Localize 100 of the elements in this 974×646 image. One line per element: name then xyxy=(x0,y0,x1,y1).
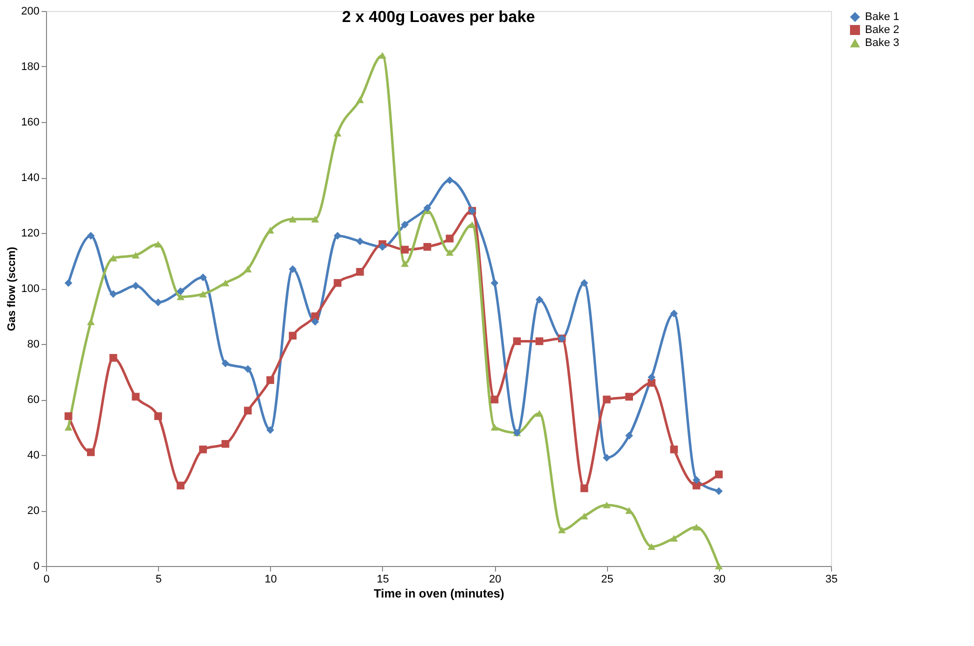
y-tick-label: 80 xyxy=(27,338,40,350)
point xyxy=(558,526,566,534)
point xyxy=(176,287,184,296)
point xyxy=(714,487,723,495)
point xyxy=(602,502,611,508)
point xyxy=(222,440,230,448)
legend-label: Bake 3 xyxy=(865,37,900,49)
x-tick-label: 20 xyxy=(488,574,502,586)
point xyxy=(176,482,184,490)
point xyxy=(154,298,162,306)
x-tick-label: 15 xyxy=(376,574,390,586)
point xyxy=(692,476,700,484)
point xyxy=(356,268,364,276)
point xyxy=(64,412,72,420)
point xyxy=(648,373,656,382)
point xyxy=(311,318,320,326)
y-tick-label: 120 xyxy=(21,228,40,240)
point xyxy=(132,282,140,290)
point xyxy=(625,432,634,440)
point xyxy=(648,378,656,387)
point xyxy=(400,246,409,254)
y-tick-label: 180 xyxy=(21,61,40,73)
point xyxy=(490,424,498,431)
point xyxy=(86,232,95,240)
point xyxy=(222,360,230,368)
point xyxy=(132,252,140,259)
point xyxy=(468,221,476,228)
point xyxy=(400,260,409,267)
point xyxy=(670,534,678,542)
point xyxy=(490,396,498,404)
x-tick-label: 25 xyxy=(601,574,614,586)
point xyxy=(244,365,252,373)
point xyxy=(109,354,118,362)
point xyxy=(670,310,678,318)
point xyxy=(602,396,611,404)
legend-label: Bake 1 xyxy=(865,11,900,23)
point xyxy=(536,296,544,304)
point xyxy=(222,280,230,286)
y-tick-label: 20 xyxy=(27,505,40,517)
point xyxy=(199,274,207,282)
point xyxy=(625,392,634,401)
x-tick-label: 35 xyxy=(825,574,838,586)
point xyxy=(446,176,454,184)
point xyxy=(266,426,274,434)
point xyxy=(64,424,72,431)
point xyxy=(378,52,386,59)
point xyxy=(602,454,611,462)
x-axis-title: Time in oven (minutes) xyxy=(374,586,504,600)
y-axis-title: Gas flow (sccm) xyxy=(6,246,18,332)
point xyxy=(356,237,364,246)
point xyxy=(692,482,700,490)
point xyxy=(423,243,432,251)
point xyxy=(244,406,252,414)
point xyxy=(580,484,588,492)
y-tick-label: 100 xyxy=(21,283,40,295)
legend-label: Bake 2 xyxy=(865,24,900,36)
point xyxy=(692,524,700,531)
y-tick-label: 0 xyxy=(33,560,40,572)
point xyxy=(714,562,723,570)
point xyxy=(288,216,297,222)
y-tick-label: 40 xyxy=(27,450,40,462)
point xyxy=(288,265,297,273)
point xyxy=(714,470,723,478)
point xyxy=(648,543,656,550)
point xyxy=(288,332,297,340)
point xyxy=(536,410,544,417)
point xyxy=(199,290,207,298)
point xyxy=(64,279,72,287)
x-tick-label: 0 xyxy=(43,574,50,586)
x-tick-label: 30 xyxy=(713,574,726,586)
x-tick-label: 10 xyxy=(264,574,277,586)
point xyxy=(490,279,498,287)
point xyxy=(670,446,678,454)
point xyxy=(356,96,364,104)
y-tick-label: 140 xyxy=(21,172,40,184)
point xyxy=(423,204,432,212)
point xyxy=(86,448,95,456)
y-tick-label: 200 xyxy=(21,6,40,18)
point xyxy=(513,337,521,346)
point xyxy=(580,279,588,287)
point xyxy=(536,337,544,346)
y-tick-label: 160 xyxy=(21,116,40,128)
point xyxy=(266,376,274,384)
point xyxy=(109,290,118,298)
point xyxy=(311,216,320,222)
x-tick-label: 5 xyxy=(156,574,162,586)
point xyxy=(266,226,274,234)
point xyxy=(334,232,342,240)
point xyxy=(400,220,409,229)
point xyxy=(86,318,95,326)
point xyxy=(446,249,454,256)
point xyxy=(446,234,454,242)
point xyxy=(378,243,386,251)
point xyxy=(132,392,140,401)
point xyxy=(334,279,342,287)
y-tick-label: 60 xyxy=(27,394,40,406)
point xyxy=(199,446,207,454)
point xyxy=(334,130,342,136)
point xyxy=(154,412,162,420)
chart-title: 2 x 400g Loaves per bake xyxy=(342,9,536,26)
